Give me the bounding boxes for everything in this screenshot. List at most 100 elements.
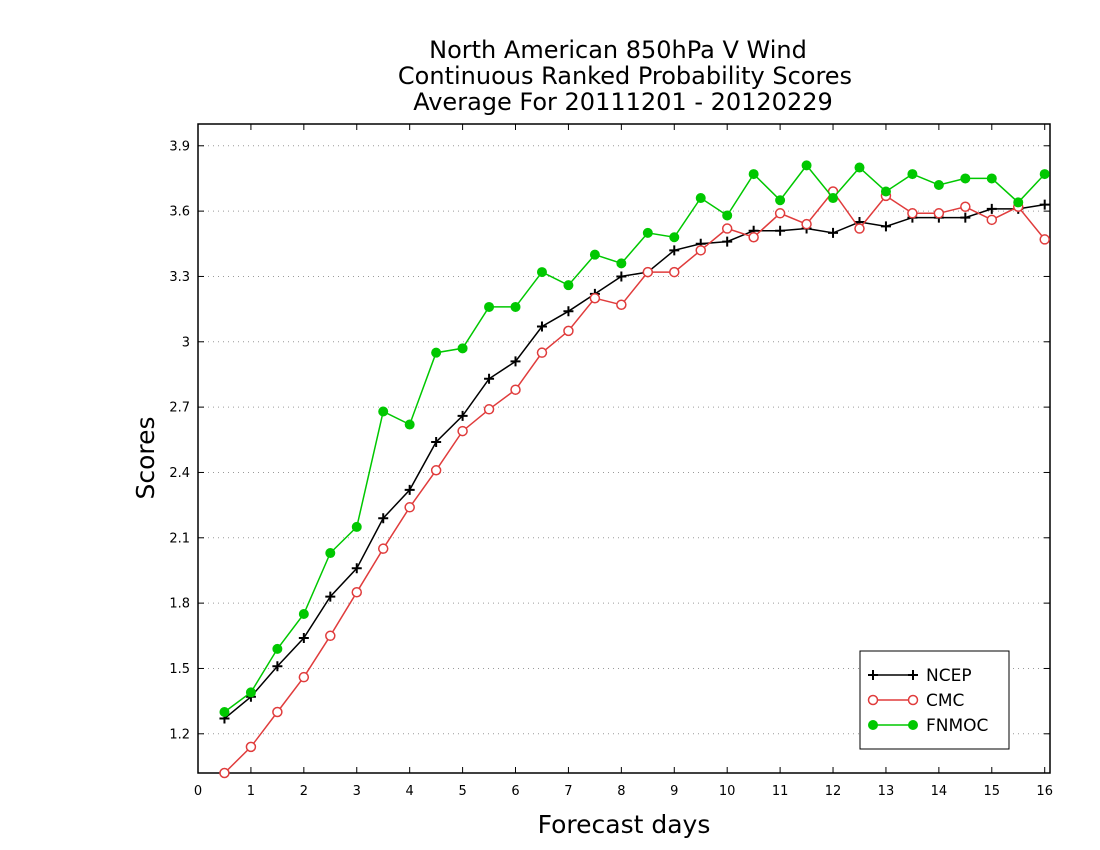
data-point-fnmoc — [801, 160, 812, 171]
data-point-cmc — [854, 223, 865, 234]
data-point-ncep — [616, 271, 627, 282]
legend-marker-fnmoc — [868, 720, 878, 730]
data-point-ncep — [986, 203, 997, 214]
data-point-fnmoc — [854, 162, 865, 173]
data-point-cmc — [483, 404, 495, 415]
series-layer — [219, 160, 1050, 779]
data-point-fnmoc — [563, 280, 574, 291]
x-tick-label: 3 — [353, 784, 361, 799]
data-point-ncep — [669, 245, 680, 256]
data-point-fnmoc — [880, 186, 891, 197]
data-point-cmc — [245, 741, 257, 753]
data-point-fnmoc — [589, 249, 600, 260]
x-tick-label: 1 — [247, 784, 255, 799]
data-point-cmc — [642, 266, 654, 278]
y-tick-label: 3.9 — [169, 139, 190, 154]
series-cmc — [219, 186, 1050, 779]
data-point-ncep — [298, 632, 309, 643]
legend-entries: NCEP CMC FNMOC — [867, 666, 988, 736]
data-point-ncep — [484, 373, 495, 384]
data-point-ncep — [457, 410, 468, 421]
y-tick-label: 2.7 — [169, 401, 190, 416]
data-point-cmc — [536, 347, 548, 358]
series-line-ncep — [224, 203, 1045, 720]
data-point-cmc — [986, 214, 998, 226]
data-point-fnmoc — [325, 548, 336, 559]
data-point-cmc — [563, 325, 574, 337]
x-tick-label: 8 — [617, 784, 625, 799]
data-point-ncep — [378, 513, 389, 524]
data-point-fnmoc — [748, 169, 759, 180]
x-tick-label: 12 — [825, 784, 842, 799]
x-tick-label: 16 — [1036, 784, 1053, 799]
x-tick-label: 10 — [719, 784, 736, 799]
data-point-fnmoc — [722, 210, 733, 221]
series-line-fnmoc — [224, 164, 1046, 713]
data-point-fnmoc — [1013, 197, 1024, 208]
data-point-ncep — [431, 436, 442, 447]
y-axis-title: Scores — [131, 416, 160, 499]
data-point-cmc — [933, 208, 945, 219]
data-point-cmc — [325, 630, 336, 642]
data-point-cmc — [669, 266, 680, 278]
data-point-cmc — [748, 231, 759, 243]
data-point-fnmoc — [536, 267, 547, 278]
data-point-fnmoc — [457, 343, 468, 354]
chart-title-line-2: Continuous Ranked Probability Scores — [398, 62, 852, 90]
axis-ticks: 1.21.51.82.12.42.733.33.63.90 1 2 3 4 5 6 7 8 9 10… — [169, 124, 1053, 799]
grid-lines — [198, 145, 1050, 735]
data-point-cmc — [774, 208, 786, 219]
y-tick-label: 3 — [182, 335, 190, 350]
data-point-fnmoc — [298, 609, 309, 620]
data-point-fnmoc — [775, 195, 786, 206]
x-tick-label: 7 — [564, 784, 572, 799]
data-point-ncep — [1039, 199, 1050, 210]
data-point-cmc — [351, 586, 363, 598]
data-point-fnmoc — [431, 347, 442, 358]
legend-item-ncep: NCEP — [868, 666, 972, 686]
y-tick-label: 2.4 — [169, 466, 190, 481]
data-point-cmc — [272, 706, 283, 718]
series-fnmoc — [219, 160, 1050, 718]
data-point-fnmoc — [616, 258, 627, 269]
y-tick-label: 1.8 — [169, 597, 190, 612]
x-axis-title: Forecast days — [538, 810, 711, 839]
data-point-cmc — [298, 671, 310, 683]
legend-label-ncep: NCEP — [926, 666, 972, 686]
data-point-cmc — [430, 465, 442, 476]
legend-label-fnmoc: FNMOC — [926, 716, 988, 736]
data-point-ncep — [563, 306, 574, 317]
legend-marker-cmc — [867, 694, 879, 706]
legend-marker-ncep — [908, 670, 918, 680]
chart-title: North American 850hPa V Wind Continuous … — [398, 36, 852, 116]
data-point-cmc — [907, 208, 918, 219]
data-point-ncep — [880, 221, 891, 232]
data-point-fnmoc — [378, 406, 389, 417]
legend-marker-fnmoc — [908, 720, 918, 730]
legend: NCEP CMC FNMOC — [859, 650, 1010, 750]
data-point-cmc — [404, 502, 415, 513]
data-point-cmc — [457, 425, 468, 437]
x-tick-label: 13 — [878, 784, 895, 799]
data-point-ncep — [404, 484, 415, 495]
data-point-ncep — [351, 563, 362, 574]
data-point-fnmoc — [351, 521, 362, 532]
data-point-fnmoc — [960, 173, 971, 184]
data-point-fnmoc — [510, 301, 521, 312]
y-tick-label: 3.3 — [169, 270, 190, 285]
x-tick-label: 5 — [458, 784, 466, 799]
legend-marker-ncep — [868, 670, 878, 680]
data-point-cmc — [377, 543, 389, 554]
data-point-ncep — [828, 227, 839, 238]
x-tick-label: 11 — [772, 784, 789, 799]
x-tick-label: 15 — [984, 784, 1001, 799]
data-point-fnmoc — [1039, 169, 1050, 180]
chart-title-line-1: North American 850hPa V Wind — [429, 36, 807, 64]
data-point-fnmoc — [272, 643, 283, 654]
x-tick-label: 9 — [670, 784, 678, 799]
data-point-ncep — [722, 236, 733, 247]
legend-item-fnmoc: FNMOC — [868, 716, 988, 736]
data-point-fnmoc — [484, 301, 495, 312]
x-tick-label: 0 — [194, 784, 202, 799]
